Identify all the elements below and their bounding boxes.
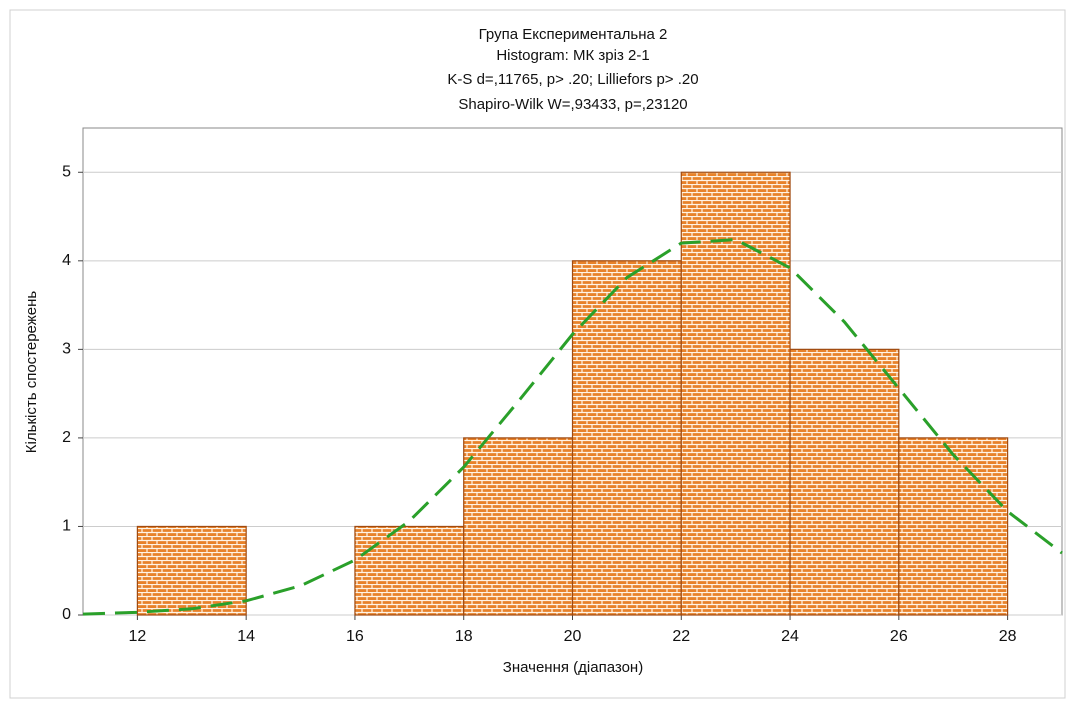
x-tick-label: 12 <box>128 628 146 645</box>
bar <box>571 260 682 616</box>
bar <box>463 437 574 616</box>
y-tick-label: 0 <box>62 606 71 623</box>
x-tick-label: 24 <box>781 628 799 645</box>
bar <box>898 437 1009 616</box>
y-tick-label: 5 <box>62 163 71 180</box>
x-tick-label: 20 <box>564 628 582 645</box>
bar <box>789 348 900 616</box>
chart-subtitle: K-S d=,11765, p> .20; Lilliefors p> .20 <box>447 71 698 88</box>
frame <box>9 9 1066 699</box>
normal-curve <box>82 238 1063 616</box>
y-tick-label: 4 <box>62 252 71 269</box>
bar <box>680 171 791 616</box>
chart-title: Група Експериментальна 2 <box>479 26 668 43</box>
x-tick-label: 16 <box>346 628 364 645</box>
x-tick-label: 28 <box>999 628 1017 645</box>
x-tick-label: 18 <box>455 628 473 645</box>
y-tick-label: 2 <box>62 429 71 446</box>
x-axis-label: Значення (діапазон) <box>503 659 643 676</box>
chart-subtitle: Shapiro-Wilk W=,93433, p=,23120 <box>458 96 687 113</box>
bar <box>354 525 465 616</box>
x-tick-label: 14 <box>237 628 255 645</box>
y-tick-label: 1 <box>62 518 71 535</box>
bar <box>136 525 247 616</box>
x-tick-label: 26 <box>890 628 908 645</box>
x-tick-label: 22 <box>672 628 690 645</box>
y-tick-label: 3 <box>62 341 71 358</box>
chart-subtitle: Histogram: МК зріз 2-1 <box>496 47 649 64</box>
y-axis-label: Кількість спостережень <box>23 291 40 454</box>
